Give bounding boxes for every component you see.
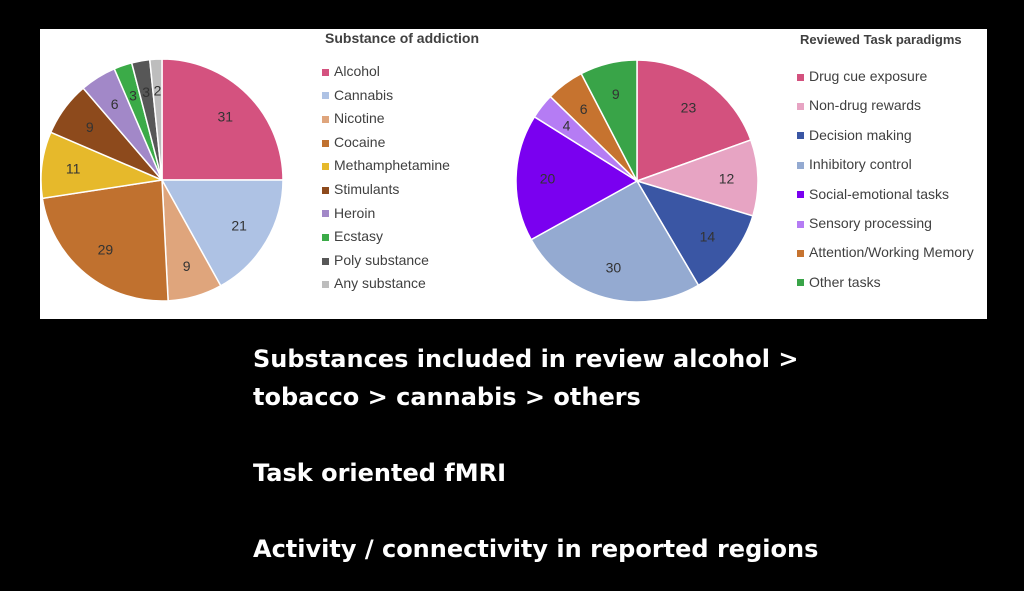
pie1-legend-entry: Heroin: [322, 202, 450, 226]
slide-text: Substances included in review alcohol > …: [253, 340, 953, 568]
pie1-data-label: 11: [66, 161, 81, 177]
pie2-slice-inhibitory-control: [530, 179, 700, 303]
legend-swatch: [797, 161, 804, 169]
pie2-slice-other-tasks: [580, 59, 638, 182]
pie2-slice-drug-cue-exposure: [636, 59, 752, 183]
pie2-legend-entry: Decision making: [797, 121, 974, 150]
pie2-data-label: 12: [719, 171, 735, 187]
pie2-data-label: 14: [700, 228, 716, 244]
figure-panel: 31 21 9 29 11 9 6 3 3 2 23 12 14 30 20 4 6 9 Substance of…: [40, 29, 987, 319]
legend-swatch: [322, 281, 329, 289]
pie1-legend-entry: Alcohol: [322, 60, 450, 84]
pie2-data-label: 20: [540, 171, 556, 187]
pie1-title: Substance of addiction: [325, 30, 480, 46]
legend-label: Any substance: [334, 275, 426, 292]
pie1-legend-entry: Stimulants: [322, 178, 450, 202]
pie1-legend-entry: Ecstasy: [322, 225, 450, 249]
pie1-legend-entry: Any substance: [322, 272, 450, 296]
pie2-slice-non-drug-rewards: [634, 138, 759, 217]
legend-swatch: [797, 73, 804, 81]
legend-label: Non-drug rewards: [809, 97, 922, 114]
legend-swatch: [322, 233, 329, 241]
pie1-legend-entry: Cannabis: [322, 84, 450, 108]
pie1-data-label: 2: [154, 83, 162, 99]
legend-label: Inhibitory control: [809, 156, 912, 173]
legend-label: Alcohol: [334, 63, 380, 79]
legend-swatch: [322, 186, 329, 194]
pie1-legend-entry: Cocaine: [322, 131, 450, 155]
legend-swatch: [322, 257, 329, 265]
pie1-slice-cocaine: [41, 179, 169, 302]
legend-swatch: [322, 92, 329, 100]
legend-swatch: [797, 279, 804, 287]
legend-label: Ecstasy: [334, 228, 384, 245]
bullet-activity-connectivity: Activity / connectivity in reported regi…: [253, 535, 819, 563]
pie1-data-label: 31: [218, 109, 234, 125]
legend-swatch: [322, 68, 329, 76]
pie1-data-label: 6: [111, 96, 119, 112]
pie2-title: Reviewed Task paradigms: [800, 32, 962, 47]
pie1-data-label: 21: [231, 217, 247, 233]
legend-label: Decision making: [809, 126, 912, 143]
legend-label: Cocaine: [334, 133, 386, 150]
pie1-slice-cannabis: [160, 179, 284, 287]
pie1-data-label: 3: [142, 84, 150, 100]
pie2-legend-entry: Social-emotional tasks: [797, 180, 974, 209]
pie2-legend-entry: Drug cue exposure: [797, 62, 974, 91]
pie2-slice-decision-making: [635, 179, 754, 287]
bullet-task-fmri: Task oriented fMRI: [253, 459, 507, 487]
pie1-slice-any-substance: [148, 58, 163, 181]
pie1-data-label: 9: [183, 258, 191, 274]
legend-swatch: [797, 191, 804, 199]
legend-label: Cannabis: [334, 86, 394, 103]
legend-label: Drug cue exposure: [809, 68, 928, 84]
pie2-legend-entry: Attention/Working Memory: [797, 238, 974, 267]
pie1-legend-entry: Nicotine: [322, 107, 450, 131]
legend-label: Heroin: [334, 204, 376, 221]
pie1-legend-entry: Methamphetamine: [322, 154, 450, 178]
pie2-data-label: 9: [612, 86, 620, 102]
legend-swatch: [797, 132, 804, 140]
legend-swatch: [797, 103, 804, 111]
legend-swatch: [322, 210, 329, 218]
legend-swatch: [797, 220, 804, 228]
pie2-legend-entry: Other tasks: [797, 268, 974, 297]
pie2-legend-entry: Sensory processing: [797, 209, 974, 238]
pie2-data-label: 23: [681, 100, 697, 116]
legend-label: Social-emotional tasks: [809, 185, 950, 202]
pie1-legend-entry: Poly substance: [322, 249, 450, 273]
bullet-substances-line2: tobacco > cannabis > others: [253, 383, 641, 411]
legend-label: Poly substance: [334, 251, 429, 268]
pie1-data-label: 3: [129, 87, 137, 103]
pie2-data-label: 30: [606, 259, 622, 275]
pie1-legend: Alcohol Cannabis Nicotine Cocaine Methamphet…: [322, 60, 450, 296]
pie2-data-label: 4: [563, 118, 571, 134]
legend-swatch: [797, 250, 804, 258]
bullet-substances-line1: Substances included in review alcohol >: [253, 345, 799, 373]
pie2-legend-entry: Non-drug rewards: [797, 91, 974, 120]
legend-label: Stimulants: [334, 180, 400, 197]
pie1-data-label: 9: [86, 119, 94, 135]
pie2-slice-social-emotional-tasks: [515, 115, 639, 241]
pie1-data-label: 29: [98, 241, 114, 257]
pie2-legend: Drug cue exposure Non-drug rewards Decisio…: [797, 62, 974, 297]
legend-label: Other tasks: [809, 273, 881, 290]
pie2-data-label: 6: [580, 101, 588, 117]
legend-label: Attention/Working Memory: [809, 244, 974, 261]
legend-swatch: [322, 163, 329, 171]
legend-label: Sensory processing: [809, 214, 932, 231]
legend-label: Nicotine: [334, 110, 385, 127]
pie2-legend-entry: Inhibitory control: [797, 150, 974, 179]
legend-swatch: [322, 115, 329, 123]
legend-label: Methamphetamine: [334, 157, 450, 174]
pie1-slice-alcohol: [161, 58, 284, 181]
legend-swatch: [322, 139, 329, 147]
